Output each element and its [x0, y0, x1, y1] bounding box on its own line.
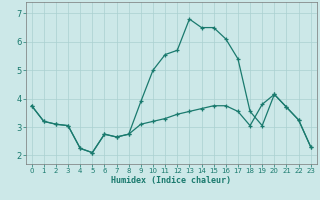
X-axis label: Humidex (Indice chaleur): Humidex (Indice chaleur)	[111, 176, 231, 185]
